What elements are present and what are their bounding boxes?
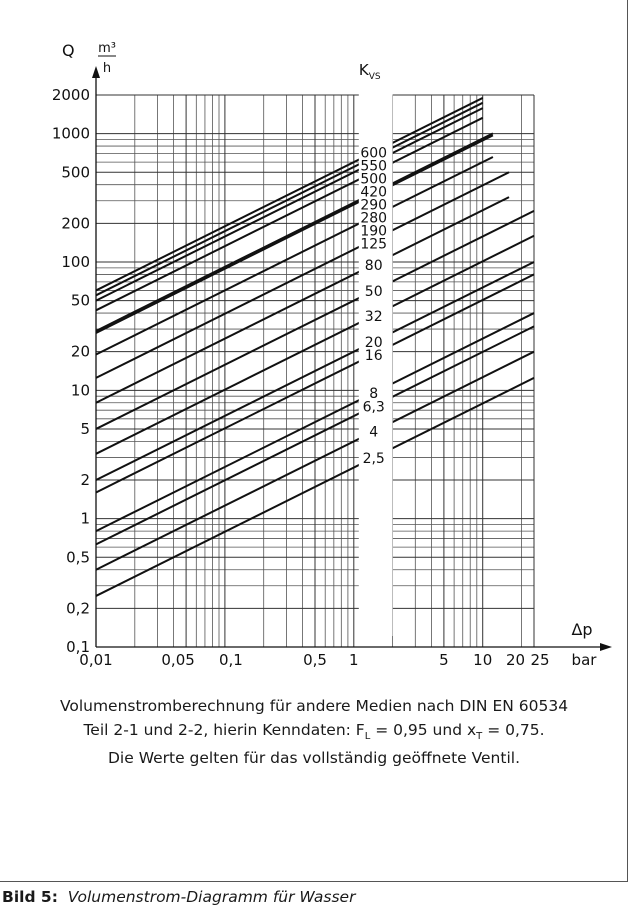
series-line-550 (95, 101, 484, 297)
kvs-header: KVS (359, 61, 381, 82)
y-tick-label: 0,2 (66, 599, 90, 617)
note-line-2-c: = 0,75. (482, 721, 545, 739)
series-line-50 (95, 210, 535, 430)
series-line-8 (95, 312, 535, 532)
y-tick-label: 20 (71, 343, 90, 361)
series-line-2-5 (95, 376, 535, 597)
kvs-label: 6,3 (363, 399, 385, 415)
kvs-label: 8 (369, 386, 378, 402)
caption-label: Bild 5: (2, 888, 58, 906)
series-line-32 (95, 234, 535, 455)
series-line-280 (95, 134, 494, 334)
kvs-label: 500 (360, 171, 387, 187)
x-axis-arrow (600, 643, 612, 651)
y-axis-unit-den: h (103, 61, 111, 76)
series-line-6-3 (95, 325, 535, 546)
x-tick-label: 10 (473, 651, 492, 669)
series-line-80 (95, 196, 510, 404)
note-line-2-a: Teil 2-1 und 2-2, hierin Kenndaten: F (83, 721, 365, 739)
x-tick-label: 0,1 (219, 651, 243, 669)
note-sub-fl: L (364, 731, 371, 743)
x-tick-label: 1 (349, 651, 359, 669)
x-tick-label: 0,5 (303, 651, 327, 669)
y-tick-label: 0,5 (66, 548, 90, 566)
y-axis-symbol: Q (62, 41, 75, 60)
y-tick-label: 200 (61, 214, 90, 232)
x-tick-label: 0,01 (79, 651, 112, 669)
series-line-500 (95, 107, 484, 302)
note-sub-xt: T (476, 731, 483, 743)
y-tick-label: 1 (80, 510, 90, 528)
series-line-4 (95, 350, 535, 571)
kvs-label: 50 (365, 284, 383, 300)
y-axis-unit-num: m³ (98, 41, 116, 56)
series-lines (95, 97, 535, 597)
x-tick-label: 5 (439, 651, 449, 669)
x-tick-label: 20 (506, 651, 525, 669)
kvs-label-gap (358, 92, 393, 636)
kvs-label: 20 (365, 335, 383, 351)
kvs-label: 190 (360, 223, 387, 239)
note-line-3: Die Werte gelten für das vollständig geö… (107, 749, 520, 767)
kvs-label: 2,5 (363, 451, 385, 467)
y-tick-label: 500 (61, 163, 90, 181)
kvs-label: 280 (360, 210, 387, 226)
note-line-2: Teil 2-1 und 2-2, hierin Kenndaten: FL =… (0, 721, 628, 742)
series-line-600 (95, 97, 484, 292)
x-tick-label: 0,05 (161, 651, 194, 669)
label-gap-strip (358, 92, 393, 636)
kvs-label: 32 (365, 309, 383, 325)
y-tick-label: 10 (71, 381, 90, 399)
figure-caption: Bild 5: Volumenstrom-Diagramm für Wasser (2, 888, 355, 906)
y-tick-label: 2 (80, 471, 90, 489)
series-line-290 (95, 132, 494, 332)
kvs-label: 16 (365, 348, 383, 364)
kvs-label: 290 (360, 197, 387, 213)
figure-frame: 600 550 500 420 290 280 190 125 80 50 32 20 16 8 6,3 4 2… (0, 0, 628, 882)
note-line-2-b: = 0,95 und x (370, 721, 477, 739)
series-line-420 (95, 116, 484, 312)
series-line-20 (95, 261, 535, 481)
y-axis-arrow (92, 66, 100, 78)
axes (92, 66, 612, 651)
series-line-190 (95, 156, 494, 356)
volume-flow-chart: 600550500420290280190125805032201686,342… (52, 41, 612, 669)
note-line-1: Volumenstromberechnung für andere Medien… (59, 697, 569, 715)
y-tick-label: 0,1 (66, 638, 90, 656)
axis-titles: KVS Q m³ h Δp bar (62, 41, 597, 669)
kvs-label: 420 (360, 184, 387, 200)
y-tick-label: 2000 (52, 86, 90, 104)
y-tick-label: 50 (71, 292, 90, 310)
y-tick-label: 1000 (52, 125, 90, 143)
y-tick-label: 5 (80, 420, 90, 438)
series-line-125 (95, 171, 510, 379)
y-tick-label: 100 (61, 253, 90, 271)
x-tick-label: 25 (530, 651, 549, 669)
kvs-label: 550 (360, 158, 387, 174)
series-line-16 (95, 273, 535, 494)
x-axis-symbol: Δp (571, 620, 592, 639)
caption-title: Volumenstrom-Diagramm für Wasser (67, 888, 356, 906)
kvs-label: 80 (365, 258, 383, 274)
kvs-label: 600 (360, 145, 387, 161)
kvs-label: 4 (369, 425, 378, 441)
kvs-label: 125 (360, 236, 387, 252)
x-axis-unit: bar (572, 651, 598, 669)
